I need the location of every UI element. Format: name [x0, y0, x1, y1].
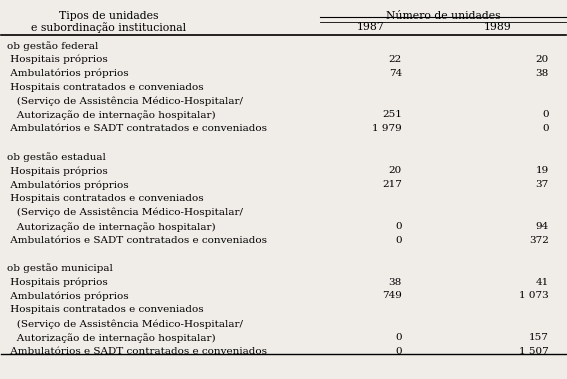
Text: 41: 41: [535, 277, 549, 287]
Text: 38: 38: [535, 69, 549, 78]
Text: 0: 0: [395, 347, 402, 356]
Text: 0: 0: [395, 236, 402, 245]
Text: Número de unidades: Número de unidades: [386, 11, 500, 21]
Text: Autorização de internação hospitalar): Autorização de internação hospitalar): [7, 333, 215, 343]
Text: Ambulatórios e SADT contratados e conveniados: Ambulatórios e SADT contratados e conven…: [7, 347, 267, 356]
Text: 1 073: 1 073: [519, 291, 549, 301]
Text: ob gestão municipal: ob gestão municipal: [7, 264, 113, 273]
Text: (Serviço de Assistência Médico-Hospitalar/: (Serviço de Assistência Médico-Hospitala…: [7, 97, 243, 106]
Text: Ambulatórios e SADT contratados e conveniados: Ambulatórios e SADT contratados e conven…: [7, 124, 267, 133]
Text: 94: 94: [535, 222, 549, 231]
Text: Hospitais próprios: Hospitais próprios: [7, 55, 108, 64]
Text: 0: 0: [395, 333, 402, 342]
Text: 217: 217: [382, 180, 402, 189]
Text: ob gestão federal: ob gestão federal: [7, 41, 99, 51]
Text: 22: 22: [389, 55, 402, 64]
Text: 372: 372: [529, 236, 549, 245]
Text: Autorização de internação hospitalar): Autorização de internação hospitalar): [7, 111, 215, 120]
Text: 0: 0: [395, 222, 402, 231]
Text: 1987: 1987: [357, 22, 385, 32]
Text: 0: 0: [542, 124, 549, 133]
Text: 37: 37: [535, 180, 549, 189]
Text: Hospitais contratados e conveniados: Hospitais contratados e conveniados: [7, 194, 204, 203]
Text: 1 507: 1 507: [519, 347, 549, 356]
Text: 20: 20: [535, 55, 549, 64]
Text: 1 979: 1 979: [373, 124, 402, 133]
Text: Ambulatórios e SADT contratados e conveniados: Ambulatórios e SADT contratados e conven…: [7, 236, 267, 245]
Text: (Serviço de Assistência Médico-Hospitalar/: (Serviço de Assistência Médico-Hospitala…: [7, 208, 243, 218]
Text: ob gestão estadual: ob gestão estadual: [7, 152, 106, 162]
Text: Hospitais próprios: Hospitais próprios: [7, 166, 108, 176]
Text: 1989: 1989: [484, 22, 512, 32]
Text: Autorização de internação hospitalar): Autorização de internação hospitalar): [7, 222, 215, 232]
Text: Hospitais próprios: Hospitais próprios: [7, 277, 108, 287]
Text: (Serviço de Assistência Médico-Hospitalar/: (Serviço de Assistência Médico-Hospitala…: [7, 319, 243, 329]
Text: Hospitais contratados e conveniados: Hospitais contratados e conveniados: [7, 305, 204, 314]
Text: 38: 38: [389, 277, 402, 287]
Text: Ambulatórios próprios: Ambulatórios próprios: [7, 291, 129, 301]
Text: Ambulatórios próprios: Ambulatórios próprios: [7, 180, 129, 190]
Text: 20: 20: [389, 166, 402, 175]
Text: 251: 251: [382, 111, 402, 119]
Text: 19: 19: [535, 166, 549, 175]
Text: 74: 74: [389, 69, 402, 78]
Text: 0: 0: [542, 111, 549, 119]
Text: Tipos de unidades
e subordinação institucional: Tipos de unidades e subordinação institu…: [31, 11, 186, 33]
Text: Ambulatórios próprios: Ambulatórios próprios: [7, 69, 129, 78]
Text: Hospitais contratados e conveniados: Hospitais contratados e conveniados: [7, 83, 204, 92]
Text: 749: 749: [382, 291, 402, 301]
Text: 157: 157: [529, 333, 549, 342]
